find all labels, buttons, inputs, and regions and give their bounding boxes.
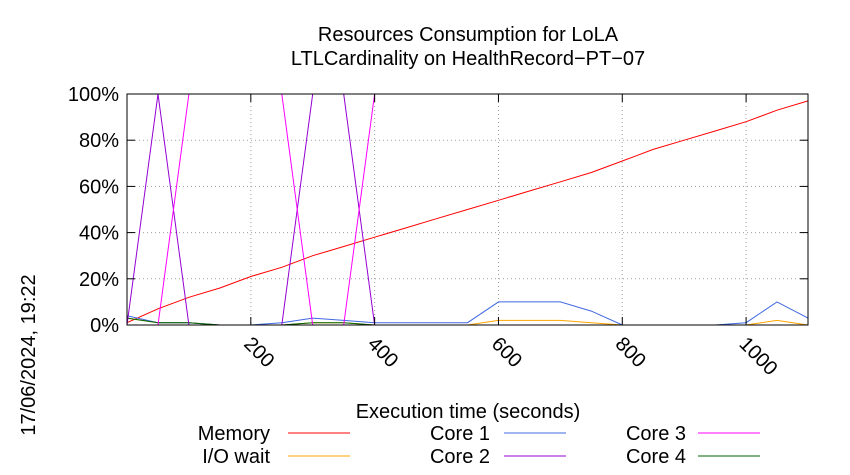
- y-tick-label: 20%: [79, 269, 119, 291]
- timestamp-label: 17/06/2024, 19:22: [18, 274, 40, 435]
- chart-title: Resources Consumption for LoLA: [318, 24, 619, 46]
- legend-label-core-4: Core 4: [626, 446, 686, 468]
- legend-label-memory: Memory: [198, 423, 270, 445]
- series-line-i-o-wait: [126, 317, 809, 326]
- x-tick-label: 600: [487, 333, 526, 372]
- grid: [127, 94, 808, 325]
- legend-label-core-3: Core 3: [626, 423, 686, 445]
- legend-label-core-2: Core 2: [430, 446, 490, 468]
- y-tick-label: 100%: [68, 84, 119, 106]
- plot-frame: [126, 93, 809, 326]
- series-line-memory: [126, 100, 809, 324]
- x-tick-label: 200: [239, 333, 278, 372]
- x-tick-label: 400: [363, 333, 402, 372]
- x-axis-label: Execution time (seconds): [356, 401, 581, 423]
- chart-subtitle: LTLCardinality on HealthRecord−PT−07: [291, 48, 645, 70]
- series-line-core-4: [126, 317, 808, 326]
- y-tick-label: 40%: [79, 223, 119, 245]
- x-tick-label: 1000: [735, 333, 782, 380]
- legend-label-core-1: Core 1: [430, 423, 490, 445]
- y-tick-label: 80%: [79, 130, 119, 152]
- series-lines: [126, 93, 809, 326]
- series-line-core-1: [126, 301, 809, 326]
- x-tick-label: 800: [611, 333, 650, 372]
- legend-label-i-o-wait: I/O wait: [202, 446, 270, 468]
- y-tick-label: 60%: [79, 176, 119, 198]
- axis-ticks: 0% 20% 40% 60% 80% 100% 200 400 600 800 1000: [68, 84, 808, 380]
- y-tick-label: 0%: [90, 315, 119, 337]
